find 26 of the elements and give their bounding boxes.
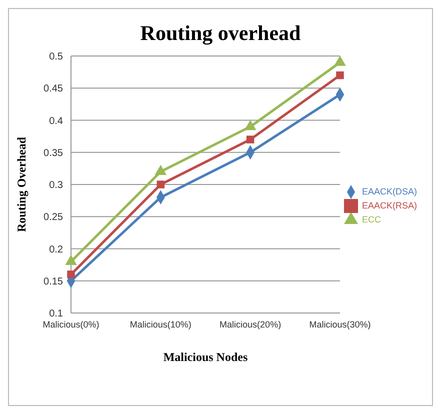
point bbox=[154, 164, 167, 176]
point bbox=[67, 270, 75, 278]
y-tick-label: 0.15 bbox=[44, 276, 64, 288]
point bbox=[334, 56, 346, 66]
chart-title: Routing overhead bbox=[139, 21, 302, 46]
point bbox=[244, 120, 256, 130]
y-axis-title: Routing Overhead bbox=[14, 136, 28, 232]
legend-label: ECC bbox=[362, 214, 381, 224]
y-tick-label: 0.1 bbox=[49, 308, 64, 320]
y-tick-label: 0.45 bbox=[44, 84, 64, 95]
y-tick-label: 0.25 bbox=[44, 212, 64, 224]
y-tick-label: 0.4 bbox=[49, 116, 64, 127]
legend-label: EAACK(RSA) bbox=[362, 200, 417, 210]
x-axis-title: Malicious Nodes bbox=[163, 350, 248, 364]
x-tick-label: Malicious(30%) bbox=[309, 319, 371, 330]
x-tick-label: Malicious(10%) bbox=[130, 319, 192, 330]
point bbox=[336, 71, 344, 80]
point bbox=[156, 180, 165, 188]
x-tick-label: Malicious(20%) bbox=[220, 319, 282, 330]
y-tick-label: 0.2 bbox=[49, 244, 64, 256]
point bbox=[246, 136, 254, 144]
legend-label: EAACK(DSA) bbox=[362, 186, 417, 196]
y-tick-label: 0.35 bbox=[44, 148, 64, 159]
y-tick-label: 0.3 bbox=[49, 180, 64, 192]
x-tick-label: Malicious(0%) bbox=[42, 319, 100, 330]
y-tick-label: 0.5 bbox=[49, 52, 64, 63]
